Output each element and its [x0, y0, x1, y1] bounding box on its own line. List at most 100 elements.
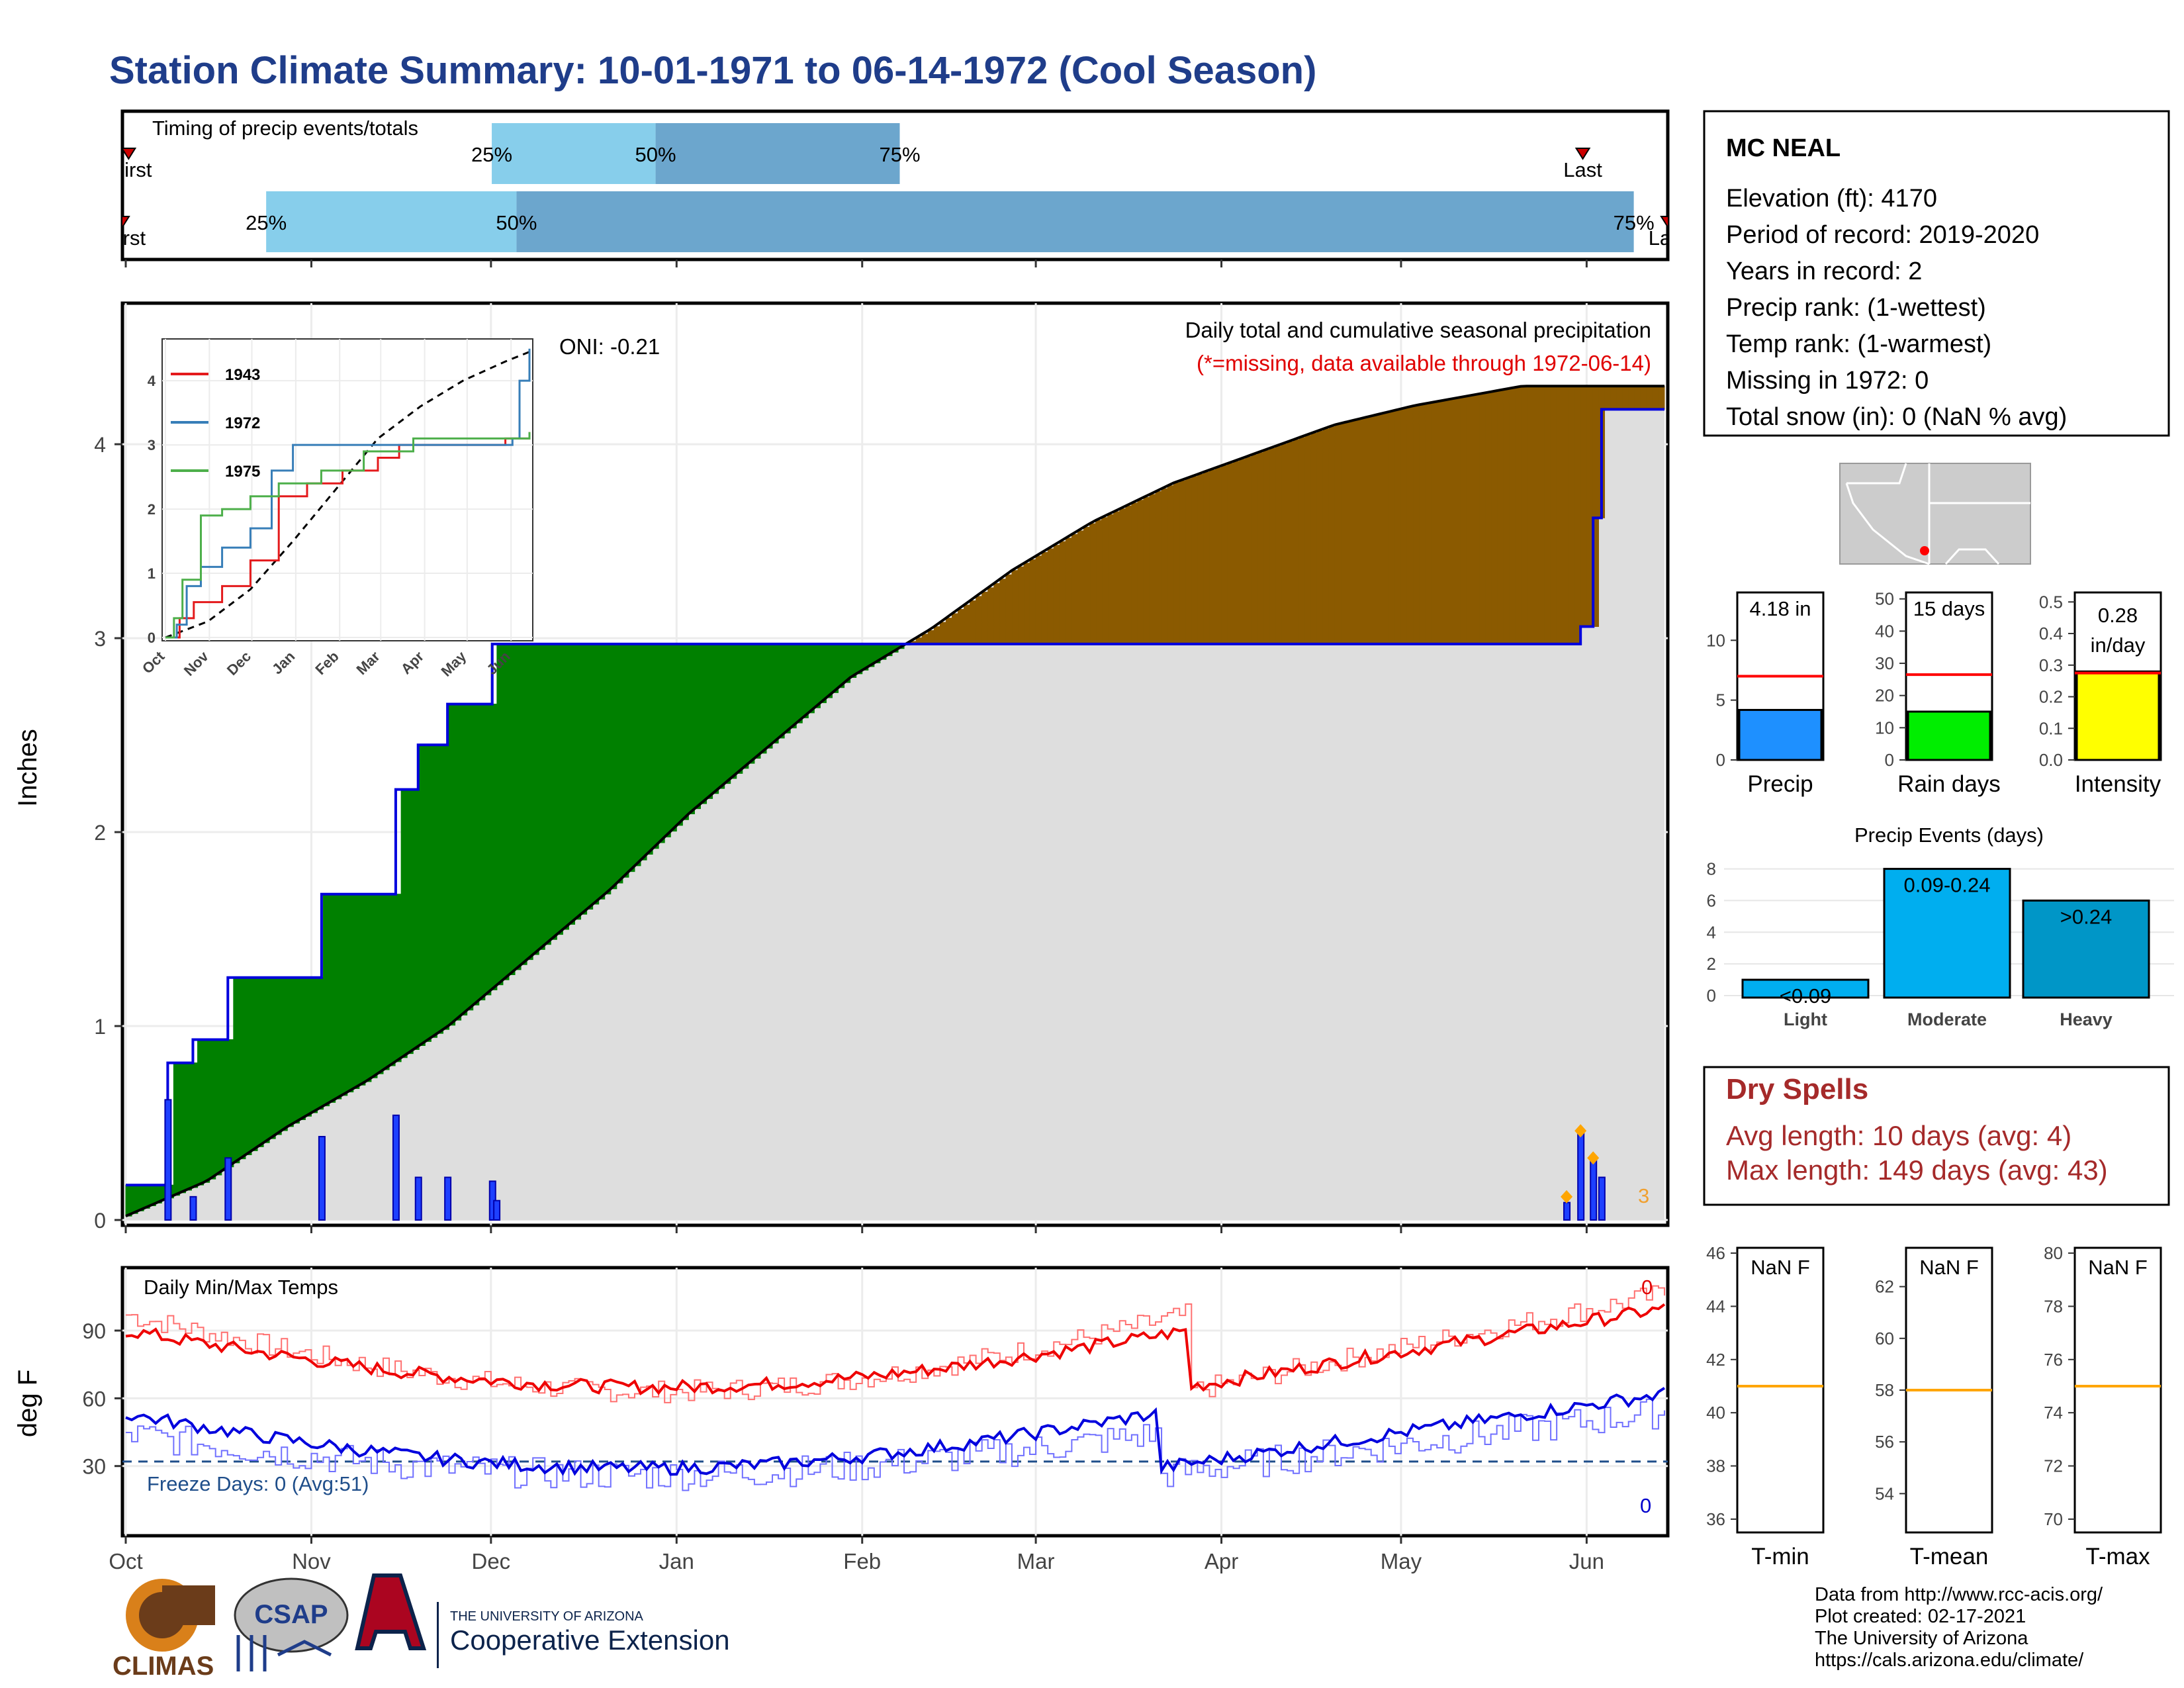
temp-summary-y-tick: 78 — [2044, 1296, 2063, 1316]
max-temp-normal-line — [126, 1285, 1665, 1403]
event-bar-label: >0.24 — [2060, 905, 2112, 928]
cooperative-extension-big: Cooperative Extension — [450, 1624, 730, 1656]
summary-y-tick: 10 — [1706, 630, 1725, 650]
last-marker — [1660, 216, 1668, 228]
precip-y-label: Inches — [13, 729, 42, 807]
precip-y-tick: 2 — [94, 821, 106, 845]
timing-p50-label: 50% — [496, 211, 537, 234]
x-month-tick: Feb — [843, 1549, 881, 1573]
temp-summary-frame — [2073, 1246, 2162, 1534]
temp-summary-y-tick: 38 — [1706, 1456, 1725, 1476]
first-marker — [122, 216, 130, 228]
precip-y-tick: 1 — [94, 1015, 106, 1039]
inset-y-tick: 2 — [148, 501, 156, 518]
events-y-tick: 2 — [1707, 954, 1716, 974]
temp-summary-t-max: NaN F 70 72 74 76 78 80 T-max — [2044, 1243, 2162, 1570]
temp-summary-value: NaN F — [1919, 1256, 1979, 1279]
summary-label: Rain days — [1897, 771, 2001, 797]
station-info-line: Elevation (ft): 4170 — [1726, 185, 1937, 212]
observed-cumulative-line — [126, 408, 1664, 1187]
x-month-tick: Jun — [1569, 1549, 1604, 1573]
x-month-tick: May — [1381, 1549, 1422, 1573]
dry-spells-box: Dry Spells Avg length: 10 days (avg: 4) … — [1703, 1066, 2170, 1206]
min-count-label: 0 — [1640, 1494, 1651, 1517]
summary-y-tick: 0.2 — [2039, 687, 2063, 707]
station-info-line: Total snow (in): 0 (NaN % avg) — [1726, 403, 2067, 431]
summary-y-tick: 0 — [1716, 750, 1725, 770]
temp-summary-value: NaN F — [1751, 1256, 1810, 1279]
summary-bar-intensity: 0.0 0.1 0.2 0.3 0.4 0.5 0.28 in/day Intensity — [2039, 591, 2162, 797]
temp-summary-y-tick: 56 — [1875, 1432, 1894, 1452]
summary-y-tick: 0.4 — [2039, 624, 2063, 643]
temp-summary-y-tick: 58 — [1875, 1380, 1894, 1400]
inset-legend-label: 1972 — [225, 414, 260, 432]
daily-precip-bar — [392, 1114, 400, 1221]
x-month-tick: Dec — [472, 1549, 511, 1573]
temp-y-label: deg F — [13, 1370, 42, 1437]
university-of-arizona-logo: THE UNIVERSITY OF ARIZONA Cooperative Ex… — [355, 1573, 730, 1668]
inset-legend-label: 1975 — [225, 463, 260, 481]
temp-summary-frame — [1736, 1246, 1825, 1534]
station-info-line: Missing in 1972: 0 — [1726, 367, 1929, 395]
summary-label: Precip — [1747, 771, 1813, 797]
temp-summary-y-tick: 76 — [2044, 1350, 2063, 1370]
temp-summary-y-tick: 36 — [1706, 1509, 1725, 1529]
event-category-label: Moderate — [1907, 1009, 1987, 1029]
daily-precip-bar — [1563, 1201, 1571, 1221]
timing-p50-label: 50% — [635, 143, 676, 166]
temp-summary-t-mean: NaN F 54 56 58 60 62 T-mean — [1875, 1246, 1993, 1570]
precip-y-tick: 3 — [94, 627, 106, 651]
summary-y-tick: 0 — [1885, 750, 1894, 770]
last-label: Last — [1563, 158, 1602, 181]
summary-y-tick: 0.5 — [2039, 592, 2063, 612]
climatology-area — [126, 409, 1664, 1221]
precip-events-title: Precip Events (days) — [1854, 823, 2044, 847]
summary-value-unit: in/day — [2091, 633, 2146, 657]
summary-bar-rain-days: 0 10 20 30 40 50 15 days Rain days — [1875, 589, 2001, 797]
csap-logo: CSAP — [234, 1577, 349, 1671]
footer-line: Data from http://www.rcc-acis.org/ — [1815, 1584, 2103, 1605]
timing-p25-label: 25% — [471, 143, 512, 166]
timing-p75-label: 75% — [1614, 211, 1655, 234]
temp-panel-label: Daily Min/Max Temps — [144, 1276, 338, 1299]
precip-legend-line2: (*=missing, data available through 1972-… — [1197, 351, 1651, 375]
daily-precip-bar — [1598, 1176, 1606, 1221]
temp-summary-y-tick: 42 — [1706, 1350, 1725, 1370]
precip-y-tick: 0 — [94, 1209, 106, 1233]
temp-y-tick: 60 — [82, 1387, 106, 1411]
daily-precip-bar — [414, 1176, 422, 1221]
temp-summary-value: NaN F — [2088, 1256, 2148, 1279]
inset-average-line — [165, 351, 530, 639]
first-marker — [122, 148, 137, 160]
x-month-tick: Nov — [292, 1549, 331, 1573]
oni-label: ONI: -0.21 — [559, 334, 660, 359]
x-month-tick: Jan — [659, 1549, 694, 1573]
min-temp-normal-line — [126, 1398, 1665, 1491]
summary-value-bar — [1907, 710, 1991, 761]
temp-summary-label: T-max — [2085, 1544, 2150, 1570]
temp-summary-y-tick: 74 — [2044, 1403, 2063, 1423]
climas-logo: CLIMAS — [113, 1579, 215, 1681]
x-month-tick: Mar — [1017, 1549, 1055, 1573]
station-location-marker — [1920, 546, 1929, 555]
event-bar-heavy — [2022, 899, 2150, 999]
timing-p75-label: 75% — [879, 143, 920, 166]
timing-p25-label: 25% — [246, 211, 287, 234]
summary-value-text: 0.28 — [2098, 604, 2138, 627]
daily-precip-bar — [189, 1196, 197, 1221]
min-temp-line — [125, 1387, 1666, 1476]
inset-series-line — [165, 432, 531, 639]
inset-frame — [161, 338, 533, 641]
last-label: Last — [1649, 226, 1688, 250]
daily-precip-bar — [1577, 1130, 1585, 1221]
cooperative-extension-small: THE UNIVERSITY OF ARIZONA — [450, 1609, 644, 1624]
event-bar-light — [1741, 978, 1870, 999]
events-y-tick: 6 — [1707, 890, 1716, 910]
timing-row-label: 1972 — [62, 211, 109, 234]
summary-label: Intensity — [2075, 771, 2161, 797]
daily-precip-bar — [493, 1199, 501, 1221]
footer-line: The University of Arizona — [1815, 1628, 2028, 1649]
temp-summary-y-tick: 72 — [2044, 1456, 2063, 1476]
timing-band-50-75 — [516, 191, 1634, 252]
x-month-tick: Apr — [1205, 1549, 1238, 1573]
